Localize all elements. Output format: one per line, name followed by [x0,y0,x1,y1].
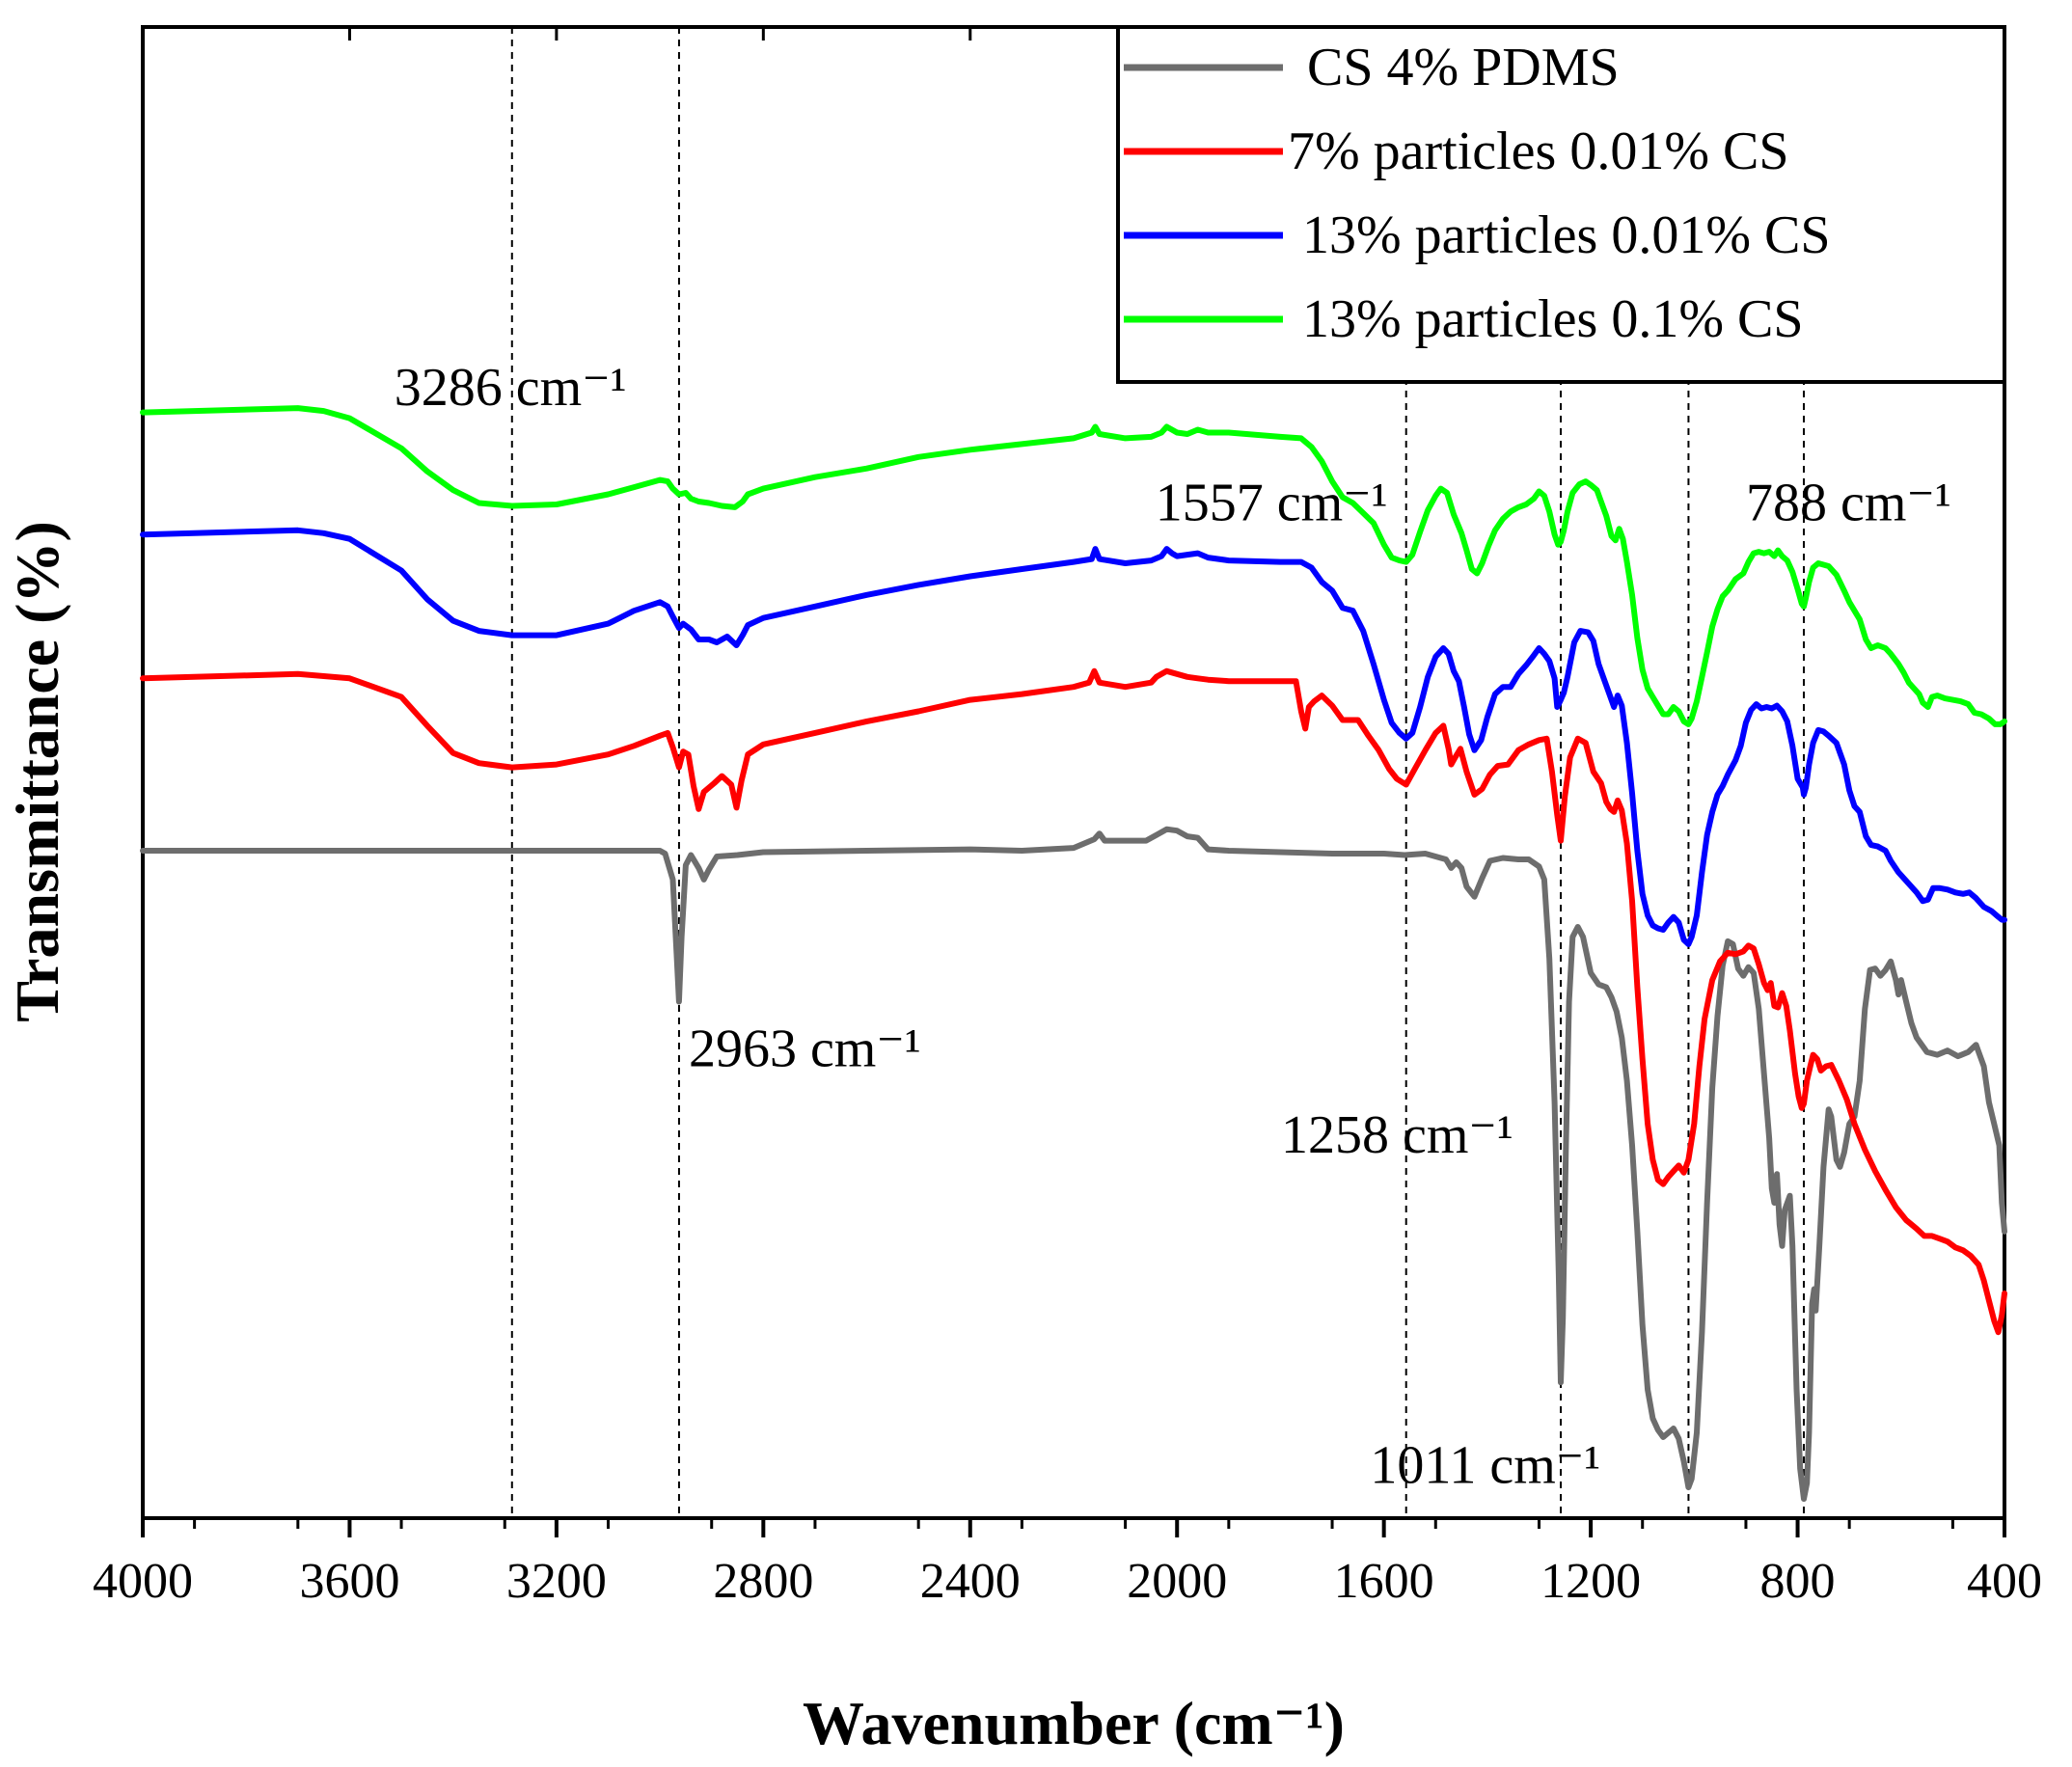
x-tick-label: 800 [1760,1554,1836,1609]
series-line-2 [140,667,2007,1336]
legend-box [1116,25,2006,384]
x-tick-label: 400 [1967,1554,2042,1609]
x-tick-label: 1600 [1334,1554,1434,1609]
x-tick-label: 1200 [1540,1554,1641,1609]
x-tick-label: 3200 [506,1554,607,1609]
annotation-3286: 3286 cm⁻¹ [395,358,627,418]
x-axis: 4000 3600 3200 2800 2400 2000 1600 1200 800 400 [93,27,2042,1609]
peak-annotations: 3286 cm⁻¹ 2963 cm⁻¹ 1557 cm⁻¹ 1258 cm⁻¹ 1011… [395,358,1951,1496]
series-layer [140,405,2007,1502]
series-line-1 [140,826,2007,1502]
x-tick-label: 2400 [920,1554,1021,1609]
x-tick-label: 2000 [1127,1554,1227,1609]
legend-label-4: 13% particles 0.1% CS [1302,289,1803,349]
series-line-3 [140,527,2007,947]
annotation-2963: 2963 cm⁻¹ [689,1019,921,1079]
series-line-4 [140,405,2007,727]
annotation-1557: 1557 cm⁻¹ [1156,473,1388,532]
annotation-1011: 1011 cm⁻¹ [1370,1436,1600,1496]
x-tick-label: 3600 [299,1554,399,1609]
x-tick-label: 2800 [713,1554,813,1609]
x-tick-label: 4000 [93,1554,193,1609]
annotation-1258: 1258 cm⁻¹ [1281,1105,1513,1165]
legend-label-1: CS 4% PDMS [1307,38,1620,97]
y-axis-title: Transmittance (%) [3,521,71,1022]
annotation-788: 788 cm⁻¹ [1746,473,1951,532]
legend-label-3: 13% particles 0.01% CS [1302,205,1830,265]
legend: CS 4% PDMS 7% particles 0.01% CS 13% parti… [1116,25,2006,384]
x-axis-title: Wavenumber (cm⁻¹) [803,1689,1345,1757]
legend-label-2: 7% particles 0.01% CS [1288,122,1788,181]
legend-items: CS 4% PDMS 7% particles 0.01% CS 13% parti… [1124,38,1830,349]
